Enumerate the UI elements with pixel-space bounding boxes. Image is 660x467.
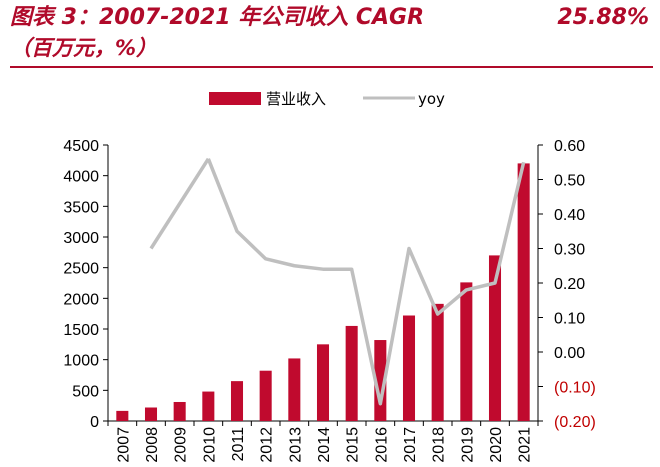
left-tick-label: 3500	[63, 199, 99, 216]
right-axis-ticks: (0.20) (0.10) 0.00 0.10 0.20 0.30 0.40 0.50 0.60	[538, 138, 596, 431]
title-divider	[10, 66, 653, 68]
revenue-bar	[316, 344, 330, 421]
revenue-bar	[460, 282, 473, 421]
legend: 营业收入 yoy	[209, 90, 445, 108]
right-tick-label: 0.30	[554, 242, 585, 259]
revenue-bar	[230, 381, 244, 421]
yoy-line-segment	[149, 157, 210, 250]
legend-line-label: yoy	[418, 90, 445, 108]
left-tick-label: 4500	[63, 138, 99, 155]
x-tick-label: 2019	[459, 427, 476, 463]
right-tick-label: 0.00	[554, 345, 585, 362]
left-tick-label: 500	[72, 383, 99, 400]
left-tick-label: 0	[90, 414, 99, 431]
revenue-bar	[259, 370, 272, 421]
x-tick-label: 2011	[230, 427, 247, 462]
left-tick-label: 2000	[63, 291, 99, 308]
right-tick-label: 0.20	[554, 276, 585, 293]
x-tick-label: 2021	[517, 427, 534, 463]
revenue-bar	[345, 325, 358, 421]
x-tick-label: 2007	[115, 427, 132, 463]
revenue-bar	[517, 163, 530, 421]
left-axis-ticks: 0 500 1000 1500 2000 2500 3000 3500 4000 4500	[63, 138, 108, 431]
revenue-bar	[202, 391, 215, 421]
line-series	[149, 157, 526, 406]
x-tick-label: 2016	[373, 427, 390, 463]
revenue-bar	[402, 315, 416, 421]
revenue-bar	[488, 255, 502, 421]
legend-bar-swatch	[209, 92, 261, 105]
x-tick-label: 2009	[173, 427, 190, 463]
legend-bar-label: 营业收入	[266, 90, 326, 108]
left-tick-label: 1500	[63, 322, 99, 339]
x-tick-label: 2014	[316, 427, 333, 463]
left-tick-label: 2500	[63, 261, 99, 278]
revenue-bar	[173, 401, 186, 421]
revenue-bar	[431, 303, 444, 421]
chart-title-value: 25.88%	[557, 5, 649, 30]
right-tick-label: 0.40	[554, 207, 585, 224]
left-tick-label: 1000	[63, 353, 99, 370]
right-tick-label: 0.60	[554, 138, 585, 155]
x-tick-label: 2010	[201, 427, 218, 463]
x-tick-label: 2013	[287, 427, 304, 463]
x-tick-label: 2015	[345, 427, 362, 463]
right-tick-label: (0.10)	[554, 380, 596, 397]
chart-title: 图表 3：2007-2021 年公司收入 CAGR 25.88%	[10, 4, 655, 32]
x-tick-label: 2008	[144, 427, 161, 463]
revenue-bar	[144, 407, 158, 421]
x-tick-label: 2012	[259, 427, 276, 463]
x-tick-label: 2020	[488, 427, 505, 463]
left-tick-label: 3000	[63, 230, 99, 247]
x-axis-ticks: 2007 2008 2009 2010 2011 2012 2013 2014 2015 2016…	[107, 421, 539, 463]
bar-series	[116, 163, 530, 421]
x-tick-label: 2017	[402, 427, 419, 463]
revenue-bar	[374, 340, 387, 421]
right-tick-label: 0.10	[554, 311, 585, 328]
revenue-bar	[288, 358, 301, 421]
left-tick-label: 4000	[63, 169, 99, 186]
right-tick-label: (0.20)	[554, 414, 596, 431]
chart-title-text: 图表 3：2007-2021 年公司收入 CAGR	[10, 5, 425, 30]
revenue-bar	[116, 410, 129, 421]
chart-subtitle: （百万元，%）	[10, 36, 158, 60]
x-tick-label: 2018	[431, 427, 448, 463]
right-tick-label: 0.50	[554, 173, 585, 190]
yoy-line-segment	[206, 158, 526, 406]
